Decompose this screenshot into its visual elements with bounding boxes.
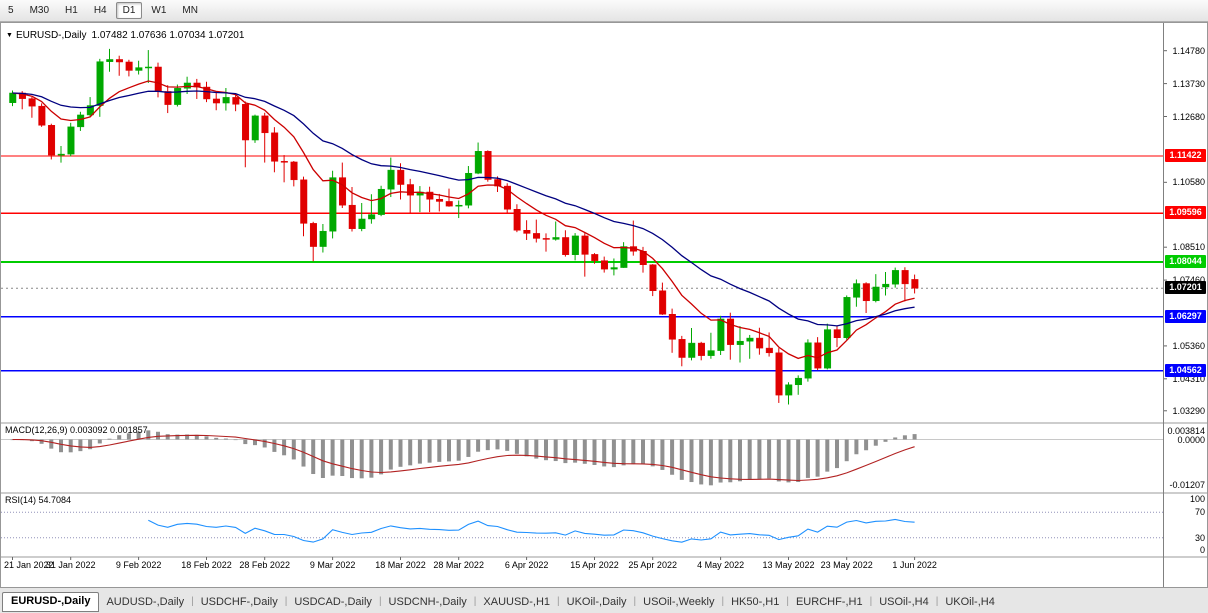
level-price-badge: 1.09596 xyxy=(1165,206,1206,220)
date-tick-label: 21 Jan 2022 xyxy=(4,560,54,570)
price-axis: 1.14780 1.13730 1.12680 1.10580 1.08510 1.074… xyxy=(1163,23,1207,587)
timeframe-button-mn[interactable]: MN xyxy=(182,5,198,16)
date-tick-label: 9 Feb 2022 xyxy=(115,560,162,570)
tab-separator: | xyxy=(935,596,939,607)
current-price-badge: 1.07201 xyxy=(1165,281,1206,295)
symbol-tab[interactable]: UKOil-,H4 xyxy=(945,595,995,608)
macd-pane xyxy=(1,430,1163,486)
tab-separator: | xyxy=(191,596,194,607)
chart-ohlc-values: 1.07482 1.07636 1.07034 1.07201 xyxy=(91,30,245,41)
date-tick-label: 18 Feb 2022 xyxy=(181,560,232,570)
date-tick-label: 4 May 2022 xyxy=(697,560,745,570)
symbol-tab[interactable]: USDCHF-,Daily xyxy=(200,595,278,608)
price-tick-label: 1.12680 xyxy=(1172,111,1205,122)
price-tick-label: 1.10580 xyxy=(1172,177,1205,188)
date-tick-label: 1 Jun 2022 xyxy=(892,560,937,570)
timeframe-toolbar: 5 M30 H1 H4 D1 W1 MN xyxy=(0,0,1208,22)
chart-title: ▼ EURUSD-,Daily 1.07482 1.07636 1.07034 1.… xyxy=(6,30,244,41)
rsi-axis-label: 70 xyxy=(1194,507,1205,518)
date-tick-label: 9 Mar 2022 xyxy=(309,560,356,570)
level-price-badge: 1.06297 xyxy=(1165,309,1206,323)
rsi-pane xyxy=(1,511,1163,543)
tab-separator: | xyxy=(721,596,725,607)
chart-dropdown-icon[interactable]: ▼ xyxy=(6,32,13,39)
price-tick-label: 1.14780 xyxy=(1172,45,1205,56)
date-tick-label: 13 May 2022 xyxy=(762,560,815,570)
timeframe-button-m30[interactable]: M30 xyxy=(29,5,50,16)
date-axis: 21 Jan 2022 31 Jan 2022 9 Feb 2022 18 Feb 2… xyxy=(1,560,1163,576)
symbol-tab[interactable]: UKOil-,Daily xyxy=(566,595,627,608)
price-tick-label: 1.05360 xyxy=(1172,340,1205,351)
date-tick-label: 6 Apr 2022 xyxy=(504,560,549,570)
price-tick-label: 1.13730 xyxy=(1172,78,1205,89)
level-price-badge: 1.08044 xyxy=(1165,254,1206,268)
symbol-tab[interactable]: USOil-,Weekly xyxy=(643,595,715,608)
symbol-tab[interactable]: USDCAD-,Daily xyxy=(294,595,372,608)
symbol-tab[interactable]: EURUSD-,Daily xyxy=(2,591,100,612)
date-tick-label: 25 Apr 2022 xyxy=(628,560,677,570)
slow-ma xyxy=(12,90,915,327)
tab-separator: | xyxy=(284,596,288,607)
symbol-tab[interactable]: AUDUSD-,Daily xyxy=(106,595,185,608)
price-tick-label: 1.03290 xyxy=(1172,405,1205,416)
level-price-badge: 1.04562 xyxy=(1165,363,1206,377)
symbol-tab[interactable]: XAUUSD-,H1 xyxy=(483,595,551,608)
date-tick-label: 15 Apr 2022 xyxy=(570,560,619,570)
price-tick-label: 1.04310 xyxy=(1172,373,1205,384)
rsi-indicator-label: RSI(14) 54.7084 xyxy=(5,495,72,505)
tab-separator: | xyxy=(557,596,560,607)
rsi-line xyxy=(148,518,915,543)
symbol-tab[interactable]: EURCHF-,H1 xyxy=(795,595,863,608)
tab-separator: | xyxy=(378,596,382,607)
chart-tabs-bar: EURUSD-,Daily AUDUSD-,Daily | USDCHF-,Daily… xyxy=(0,588,1208,613)
candlestick-series xyxy=(9,48,919,405)
symbol-tab[interactable]: USOil-,H4 xyxy=(879,595,929,608)
macd-axis-label: 0.003814 xyxy=(1167,426,1205,436)
rsi-axis-label: 100 xyxy=(1189,494,1205,504)
horizontal-levels xyxy=(1,155,1163,372)
chart-canvas[interactable] xyxy=(1,23,1207,587)
price-tick-label: 1.07460 xyxy=(1172,275,1205,286)
macd-signal-line xyxy=(12,434,915,482)
timeframe-button-5[interactable]: 5 xyxy=(8,5,14,16)
date-tick-label: 28 Mar 2022 xyxy=(433,560,484,570)
timeframe-button-w1[interactable]: W1 xyxy=(151,5,167,16)
fast-ma xyxy=(12,80,915,360)
pane-separators xyxy=(1,422,1207,558)
level-price-badge: 1.11422 xyxy=(1165,148,1206,162)
rsi-axis-label: 0 xyxy=(1199,545,1205,555)
moving-averages xyxy=(12,80,915,360)
tab-separator: | xyxy=(633,596,637,607)
macd-axis-label: -0.01207 xyxy=(1169,480,1205,490)
date-tick-label: 28 Feb 2022 xyxy=(239,560,290,570)
symbol-tab[interactable]: HK50-,H1 xyxy=(731,595,780,608)
chart-symbol-label: EURUSD-,Daily xyxy=(15,30,87,41)
date-tick-label: 31 Jan 2022 xyxy=(45,560,96,570)
date-tick-label: 18 Mar 2022 xyxy=(375,560,426,570)
symbol-tab[interactable]: USDCNH-,Daily xyxy=(388,595,467,608)
rsi-axis-label: 30 xyxy=(1194,532,1205,543)
timeframe-button-h1[interactable]: H1 xyxy=(65,5,78,16)
tab-separator: | xyxy=(473,596,477,607)
tab-separator: | xyxy=(786,596,789,607)
macd-axis-label: 0.0000 xyxy=(1177,434,1205,445)
axis-tick-marks xyxy=(12,50,1167,560)
timeframe-button-h4[interactable]: H4 xyxy=(93,5,107,16)
timeframe-button-d1[interactable]: D1 xyxy=(115,2,143,19)
price-tick-label: 1.08510 xyxy=(1172,242,1205,253)
tab-separator: | xyxy=(869,596,873,607)
date-tick-label: 23 May 2022 xyxy=(820,560,873,570)
macd-indicator-label: MACD(12,26,9) 0.003092 0.001857 xyxy=(5,425,148,435)
chart-area[interactable]: ▼ EURUSD-,Daily 1.07482 1.07636 1.07034 1.… xyxy=(0,22,1208,588)
